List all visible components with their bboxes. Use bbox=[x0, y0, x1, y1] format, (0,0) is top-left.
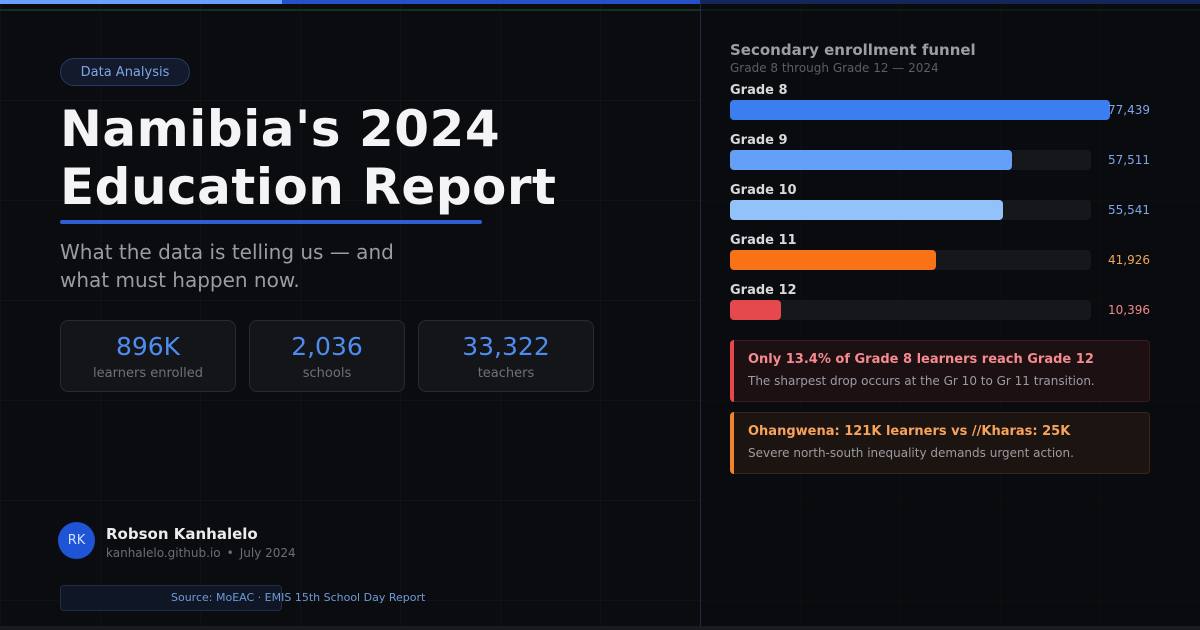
author-name: Robson Kanhalelo bbox=[106, 525, 258, 543]
funnel-bar-grade-9 bbox=[730, 150, 1012, 170]
author-meta: kanhalelo.github.io • July 2024 bbox=[106, 546, 296, 560]
callout-body: The sharpest drop occurs at the Gr 10 to… bbox=[748, 374, 1095, 388]
funnel-bar-grade-12 bbox=[730, 300, 781, 320]
funnel-row-value: 55,541 bbox=[1108, 203, 1150, 217]
callout-dropout: Only 13.4% of Grade 8 learners reach Gra… bbox=[730, 340, 1150, 402]
funnel-row-label: Grade 9 bbox=[730, 133, 788, 148]
hero-panel bbox=[0, 0, 700, 630]
funnel-track bbox=[730, 100, 1110, 120]
funnel-track bbox=[730, 250, 1091, 270]
funnel-bar-grade-10 bbox=[730, 200, 1003, 220]
author-site-link[interactable]: kanhalelo.github.io bbox=[106, 546, 221, 560]
meta-separator: • bbox=[226, 546, 234, 560]
funnel-row-label: Grade 11 bbox=[730, 233, 797, 248]
callout-body: Severe north-south inequality demands ur… bbox=[748, 446, 1074, 460]
stat-label: schools bbox=[302, 365, 352, 381]
title-underline bbox=[60, 220, 482, 224]
stat-card-schools: 2,036 schools bbox=[249, 320, 405, 392]
bottom-divider bbox=[0, 626, 1200, 630]
page-title: Namibia's 2024 Education Report bbox=[60, 100, 556, 216]
funnel-track bbox=[730, 200, 1091, 220]
stat-value: 33,322 bbox=[462, 331, 550, 361]
funnel-row-label: Grade 10 bbox=[730, 183, 797, 198]
avatar: RK bbox=[58, 522, 95, 559]
title-line-2: Education Report bbox=[60, 158, 557, 216]
stat-label: learners enrolled bbox=[93, 365, 203, 381]
funnel-track bbox=[730, 300, 1091, 320]
funnel-bar-grade-8 bbox=[730, 100, 1110, 120]
publish-date: July 2024 bbox=[239, 546, 296, 560]
funnel-row-value: 10,396 bbox=[1108, 303, 1150, 317]
stat-label: teachers bbox=[477, 365, 535, 381]
top-accent-segment bbox=[0, 0, 282, 4]
stat-value: 2,036 bbox=[291, 331, 363, 361]
top-accent-bar bbox=[0, 0, 1200, 4]
top-divider bbox=[0, 9, 1200, 11]
funnel-title: Secondary enrollment funnel bbox=[730, 41, 976, 59]
funnel-track bbox=[730, 150, 1091, 170]
stat-card-learners: 896K learners enrolled bbox=[60, 320, 236, 392]
funnel-row-label: Grade 12 bbox=[730, 283, 797, 298]
title-line-1: Namibia's 2024 bbox=[60, 100, 501, 158]
funnel-row-value: 77,439 bbox=[1108, 103, 1150, 117]
category-tag[interactable]: Data Analysis bbox=[60, 58, 190, 86]
callout-title: Only 13.4% of Grade 8 learners reach Gra… bbox=[748, 352, 1094, 367]
page-subtitle: What the data is telling us — and what m… bbox=[60, 240, 394, 292]
stat-card-teachers: 33,322 teachers bbox=[418, 320, 594, 392]
funnel-subtitle: Grade 8 through Grade 12 — 2024 bbox=[730, 61, 939, 75]
funnel-row-value: 41,926 bbox=[1108, 253, 1150, 267]
callout-inequality: Ohangwena: 121K learners vs //Kharas: 25… bbox=[730, 412, 1150, 474]
source-box bbox=[60, 585, 282, 611]
source-citation: Source: MoEAC · EMIS 15th School Day Rep… bbox=[171, 591, 426, 604]
funnel-bar-grade-11 bbox=[730, 250, 936, 270]
stat-value: 896K bbox=[115, 331, 181, 361]
funnel-row-label: Grade 8 bbox=[730, 83, 788, 98]
callout-title: Ohangwena: 121K learners vs //Kharas: 25… bbox=[748, 424, 1071, 439]
funnel-row-value: 57,511 bbox=[1108, 153, 1150, 167]
